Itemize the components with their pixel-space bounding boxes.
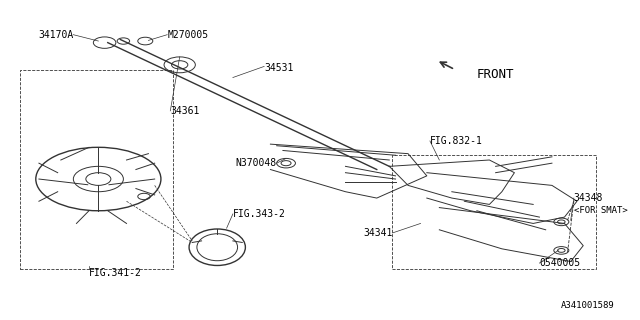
Text: 34341: 34341 xyxy=(363,228,392,238)
Text: FIG.832-1: FIG.832-1 xyxy=(430,136,483,146)
Text: FRONT: FRONT xyxy=(477,68,515,81)
Text: <FOR SMAT>: <FOR SMAT> xyxy=(574,206,628,215)
Text: 34170A: 34170A xyxy=(38,30,74,40)
Text: 34531: 34531 xyxy=(264,63,294,73)
Text: 0540005: 0540005 xyxy=(540,258,580,268)
Text: 34348: 34348 xyxy=(574,193,604,203)
Text: M270005: M270005 xyxy=(167,30,208,40)
Text: N370048: N370048 xyxy=(236,158,276,168)
Text: A341001589: A341001589 xyxy=(561,301,614,310)
Text: 34361: 34361 xyxy=(170,106,200,116)
Text: FIG.343-2: FIG.343-2 xyxy=(233,209,285,219)
Text: FIG.341-2: FIG.341-2 xyxy=(89,268,142,278)
